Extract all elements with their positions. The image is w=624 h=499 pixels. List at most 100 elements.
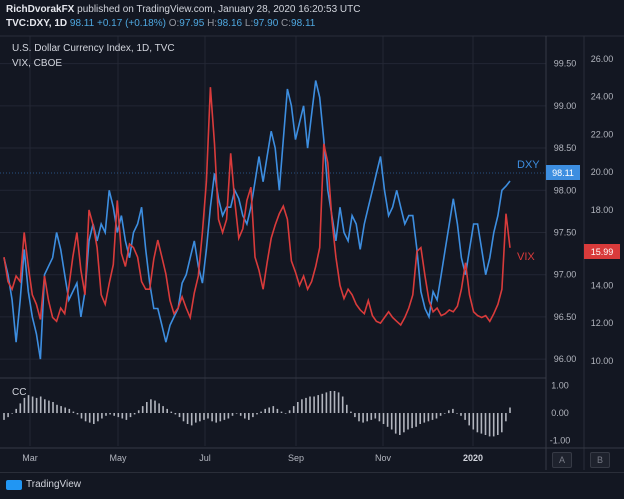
cc-bar <box>19 403 22 413</box>
vix-tick-label: 12.00 <box>591 318 614 328</box>
dxy-tick-label: 96.00 <box>554 354 577 364</box>
cc-bar <box>366 413 368 422</box>
cc-bar <box>488 413 491 437</box>
cc-bar <box>35 397 38 413</box>
cc-bar <box>403 413 405 433</box>
cc-bar <box>501 413 503 433</box>
ohlc-header: TVC:DXY, 1D 98.11 +0.17 (+0.18%) O:97.95… <box>6 18 315 29</box>
cc-bar <box>219 413 222 422</box>
cc-bar <box>390 413 393 430</box>
cc-bar <box>374 413 377 419</box>
cc-tick-label: 0.00 <box>551 408 569 418</box>
cc-bar <box>333 391 336 413</box>
cc-bar <box>72 411 75 413</box>
cc-bar <box>354 413 356 418</box>
cc-bar <box>268 407 270 413</box>
cc-bar <box>427 413 430 422</box>
vix-tick-label: 14.00 <box>591 280 614 290</box>
cc-bar <box>276 408 279 413</box>
cc-bar <box>464 413 466 420</box>
cc-bar <box>292 406 295 413</box>
dxy-tick-label: 97.00 <box>554 270 577 280</box>
cc-bar <box>272 406 275 413</box>
cc-bar <box>48 400 50 413</box>
cc-bar <box>309 396 311 413</box>
cc-bar <box>113 413 115 416</box>
b-button[interactable]: B <box>590 452 610 468</box>
cc-bar <box>239 413 242 416</box>
cc-bar <box>109 413 111 415</box>
cc-bar <box>443 413 446 414</box>
cc-bar <box>317 395 319 413</box>
cc-bar <box>195 413 197 423</box>
cc-bar <box>31 396 34 413</box>
cc-axis: 1.00 0.00 -1.00 <box>550 381 571 446</box>
time-tick-label: Mar <box>22 453 38 463</box>
auto-scale-button[interactable]: A <box>552 452 572 468</box>
cc-bar <box>52 402 54 413</box>
low-value: 97.90 <box>253 18 279 29</box>
cc-bar <box>235 413 238 414</box>
cc-bar <box>125 413 128 420</box>
time-tick-label: Sep <box>288 453 304 463</box>
cc-bar <box>399 413 401 435</box>
cc-bar <box>452 408 454 413</box>
cc-bar <box>141 406 144 413</box>
dxy-tick-label: 98.50 <box>554 143 577 153</box>
cc-bar <box>121 413 124 419</box>
cc-bar <box>358 413 360 422</box>
legend-vix: VIX, CBOE <box>12 58 62 69</box>
cc-tick-label: 1.00 <box>551 381 569 391</box>
cc-bar <box>207 413 209 419</box>
cc-bar <box>505 413 507 422</box>
author-name[interactable]: RichDvorakFX <box>6 4 75 15</box>
dxy-series-name: DXY <box>517 159 540 171</box>
vix-tick-label: 20.00 <box>591 167 614 177</box>
cc-bar <box>64 407 66 413</box>
cc-bar <box>476 413 479 433</box>
cc-bar <box>11 413 13 414</box>
cc-bar <box>93 413 95 424</box>
cc-bar <box>166 408 168 413</box>
vix-tick-label: 22.00 <box>591 129 614 139</box>
cc-histogram <box>3 391 511 437</box>
high-value: 98.16 <box>217 18 243 29</box>
vix-series-line <box>3 87 511 327</box>
cc-bar <box>231 413 234 416</box>
cc-bar <box>423 413 426 423</box>
cc-bar <box>203 413 205 420</box>
close-value: 98.11 <box>291 18 316 29</box>
cc-bar <box>264 408 266 413</box>
cc-bar <box>97 413 99 422</box>
cc-bar <box>378 413 381 422</box>
cc-bar <box>154 400 156 413</box>
cc-bar <box>137 410 140 414</box>
brand-name: TradingView <box>26 479 82 490</box>
cc-bar <box>56 404 58 414</box>
close-label: C: <box>281 18 292 29</box>
cc-bar <box>468 413 470 426</box>
cc-bar <box>407 413 409 430</box>
cc-bar <box>215 413 217 423</box>
cc-bar <box>435 413 438 419</box>
vix-axis: 26.0024.0022.0020.0018.0016.0014.0012.00… <box>591 54 614 366</box>
cc-bar <box>223 413 226 420</box>
time-tick-label: May <box>109 453 127 463</box>
cc-bar <box>68 408 71 413</box>
tradingview-brand[interactable]: TradingView <box>6 479 81 490</box>
cc-bar <box>211 413 213 422</box>
cc-bar <box>105 413 107 416</box>
high-label: H: <box>207 18 218 29</box>
cc-bar <box>472 413 475 430</box>
cc-bar <box>362 413 364 423</box>
cc-bar <box>382 413 385 424</box>
cc-bar <box>419 413 421 424</box>
cc-bar <box>3 413 5 420</box>
cc-bar <box>370 413 373 420</box>
cc-bar <box>76 413 79 415</box>
time-axis: Mar May Jul Sep Nov 2020 <box>22 453 483 463</box>
cc-bar <box>190 413 193 426</box>
vix-series-name: VIX <box>517 251 535 263</box>
cc-bar <box>7 413 9 418</box>
